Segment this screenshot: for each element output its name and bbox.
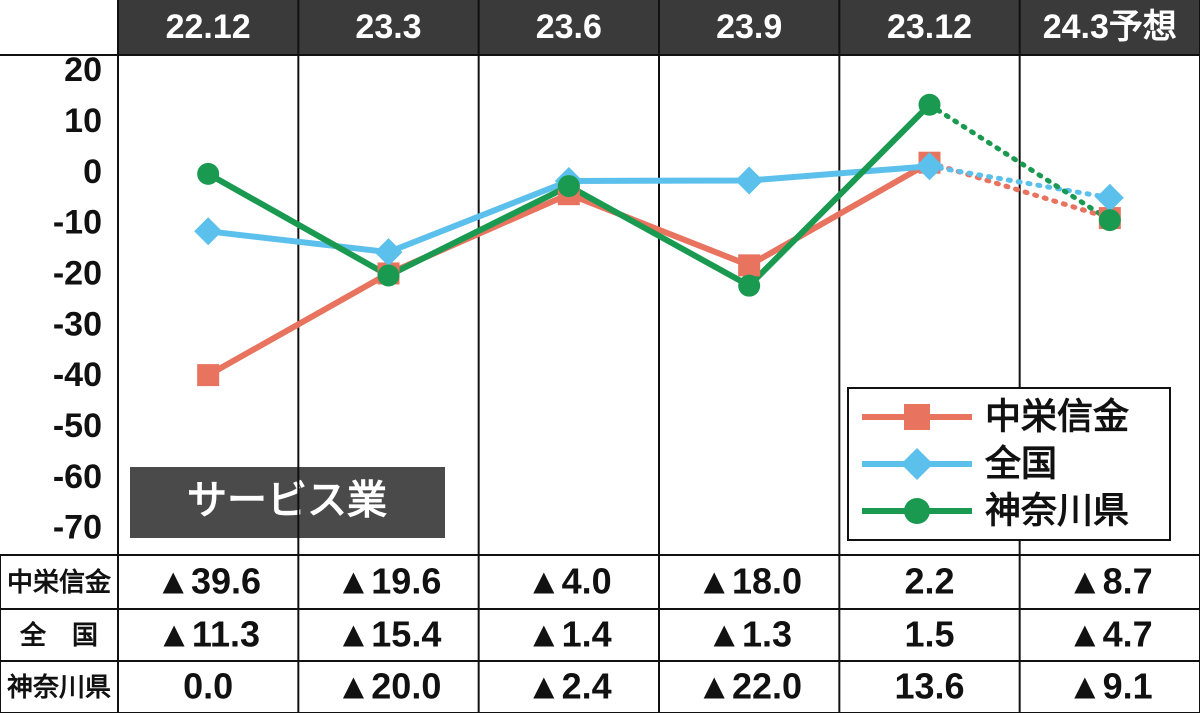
table-cell: ▲19.6 bbox=[336, 561, 442, 602]
marker bbox=[557, 175, 580, 198]
table-cell: ▲18.0 bbox=[696, 561, 802, 602]
x-tick-label: 22.12 bbox=[166, 8, 251, 46]
y-tick-label: -30 bbox=[53, 305, 102, 343]
x-tick-label: 23.9 bbox=[716, 8, 782, 46]
series-line-forecast bbox=[927, 163, 1113, 201]
table-cell: ▲9.1 bbox=[1067, 666, 1153, 707]
marker bbox=[738, 254, 761, 277]
table-cell: 2.2 bbox=[904, 561, 954, 602]
annotation: サービス業 bbox=[187, 479, 387, 523]
table-cell: ▲4.0 bbox=[526, 561, 612, 602]
y-tick-label: 0 bbox=[83, 153, 102, 191]
row-label: 全 国 bbox=[19, 620, 98, 650]
marker bbox=[197, 162, 220, 185]
x-tick-label: 23.12 bbox=[887, 8, 972, 46]
table-cell: ▲2.4 bbox=[526, 666, 612, 707]
y-tick-label: -10 bbox=[53, 204, 102, 242]
marker bbox=[374, 238, 403, 267]
y-tick-label: -60 bbox=[53, 458, 102, 496]
x-tick-label: 24.3予想 bbox=[1043, 8, 1177, 46]
legend-label: 神奈川県 bbox=[985, 490, 1129, 531]
legend-marker bbox=[904, 498, 930, 524]
table-cell: 1.5 bbox=[904, 614, 954, 655]
table-cell: ▲4.7 bbox=[1067, 614, 1153, 655]
y-tick-label: -50 bbox=[53, 407, 102, 445]
marker bbox=[197, 364, 220, 387]
table-cell: ▲1.3 bbox=[706, 614, 792, 655]
y-tick-label: -20 bbox=[53, 254, 102, 292]
table-cell: 0.0 bbox=[183, 666, 233, 707]
table-cell: ▲8.7 bbox=[1067, 561, 1153, 602]
marker bbox=[377, 264, 400, 287]
marker bbox=[738, 274, 761, 297]
table-cell: 13.6 bbox=[894, 666, 964, 707]
x-tick-label: 23.6 bbox=[536, 8, 602, 46]
table-cell: ▲11.3 bbox=[156, 614, 260, 655]
marker bbox=[915, 152, 944, 181]
y-tick-label: 20 bbox=[64, 51, 102, 89]
table-cell: ▲39.6 bbox=[155, 561, 261, 602]
marker bbox=[1098, 209, 1121, 232]
x-tick-label: 23.3 bbox=[355, 8, 421, 46]
marker bbox=[735, 166, 764, 195]
legend-marker bbox=[904, 404, 930, 430]
y-tick-label: 10 bbox=[64, 102, 102, 140]
y-tick-label: -70 bbox=[53, 509, 102, 547]
legend-marker bbox=[901, 448, 933, 480]
table-cell: ▲15.4 bbox=[336, 614, 442, 655]
marker bbox=[918, 93, 941, 116]
row-label: 神奈川県 bbox=[7, 672, 111, 702]
table-cell: ▲20.0 bbox=[336, 666, 442, 707]
row-label: 中栄信金 bbox=[7, 567, 112, 597]
marker bbox=[1095, 183, 1124, 212]
y-tick-label: -40 bbox=[53, 356, 102, 394]
series-line-forecast bbox=[927, 102, 1113, 223]
marker bbox=[194, 217, 223, 246]
legend-label: 全国 bbox=[984, 443, 1057, 484]
legend-label: 中栄信金 bbox=[985, 396, 1130, 437]
annotation-box bbox=[130, 467, 445, 538]
table-cell: ▲1.4 bbox=[526, 614, 612, 655]
table-cell: ▲22.0 bbox=[696, 666, 802, 707]
